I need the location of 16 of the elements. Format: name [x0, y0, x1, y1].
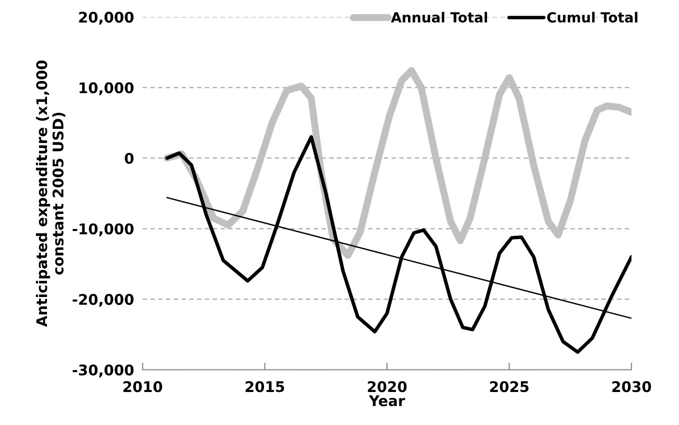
legend-label: Cumul Total: [547, 12, 638, 23]
legend-label: Annual Total: [390, 12, 488, 23]
y-tick-label: -10,000: [72, 223, 134, 236]
y-tick-label: 20,000: [79, 12, 134, 25]
x-tick-label: 2010: [123, 381, 162, 392]
x-tick-label: 2020: [368, 381, 407, 392]
x-tick-label: 2015: [246, 381, 284, 392]
y-tick-label: 0: [124, 152, 134, 164]
x-tick-label: 2030: [612, 381, 652, 392]
y-tick-label: -30,000: [72, 364, 134, 378]
x-axis-title: Year: [368, 395, 406, 406]
y-tick-label: -20,000: [72, 294, 134, 307]
line-series: [165, 135, 632, 354]
y-tick-label: 10,000: [80, 82, 134, 96]
x-tick-label: 2025: [490, 381, 529, 392]
y-axis-title: Anticipated expenditure (x1,000 constant 2005 USD): [36, 60, 66, 327]
